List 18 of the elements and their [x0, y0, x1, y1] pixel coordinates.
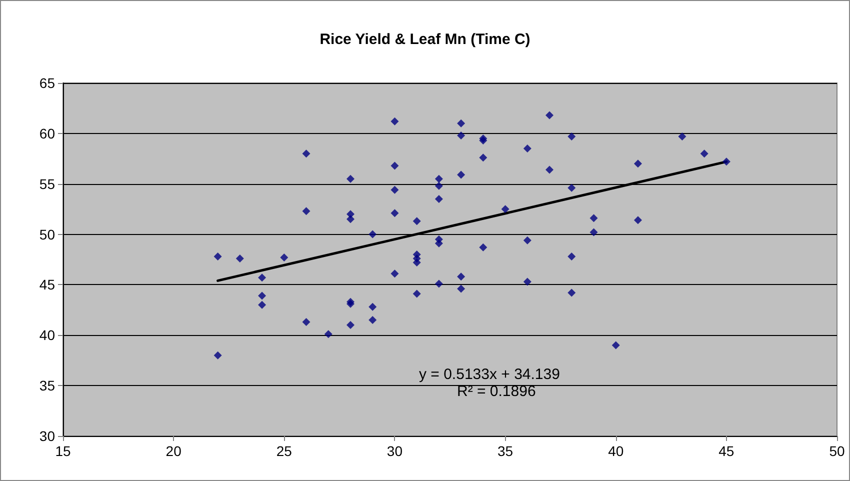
x-tick-label: 25 — [276, 443, 292, 459]
y-tick-label: 60 — [39, 125, 56, 142]
y-tick-label: 40 — [39, 327, 56, 344]
y-tick-label: 50 — [39, 226, 56, 242]
y-tick-label: 65 — [39, 75, 56, 91]
x-tick-label: 30 — [386, 443, 403, 459]
x-tick-label: 15 — [55, 443, 71, 459]
y-tick-label: 55 — [39, 176, 56, 192]
annotation: y = 0.5133x + 34.139 — [419, 366, 560, 383]
y-tick-label: 30 — [39, 428, 56, 444]
x-tick-label: 40 — [608, 443, 624, 459]
x-tick-label: 20 — [166, 443, 182, 459]
y-tick-label: 35 — [39, 378, 56, 394]
x-tick-label: 50 — [829, 443, 845, 459]
x-tick-label: 45 — [718, 443, 734, 459]
x-tick-label: 35 — [497, 443, 514, 459]
chart-title: Rice Yield & Leaf Mn (Time C) — [320, 31, 530, 48]
y-tick-label: 45 — [39, 276, 56, 293]
